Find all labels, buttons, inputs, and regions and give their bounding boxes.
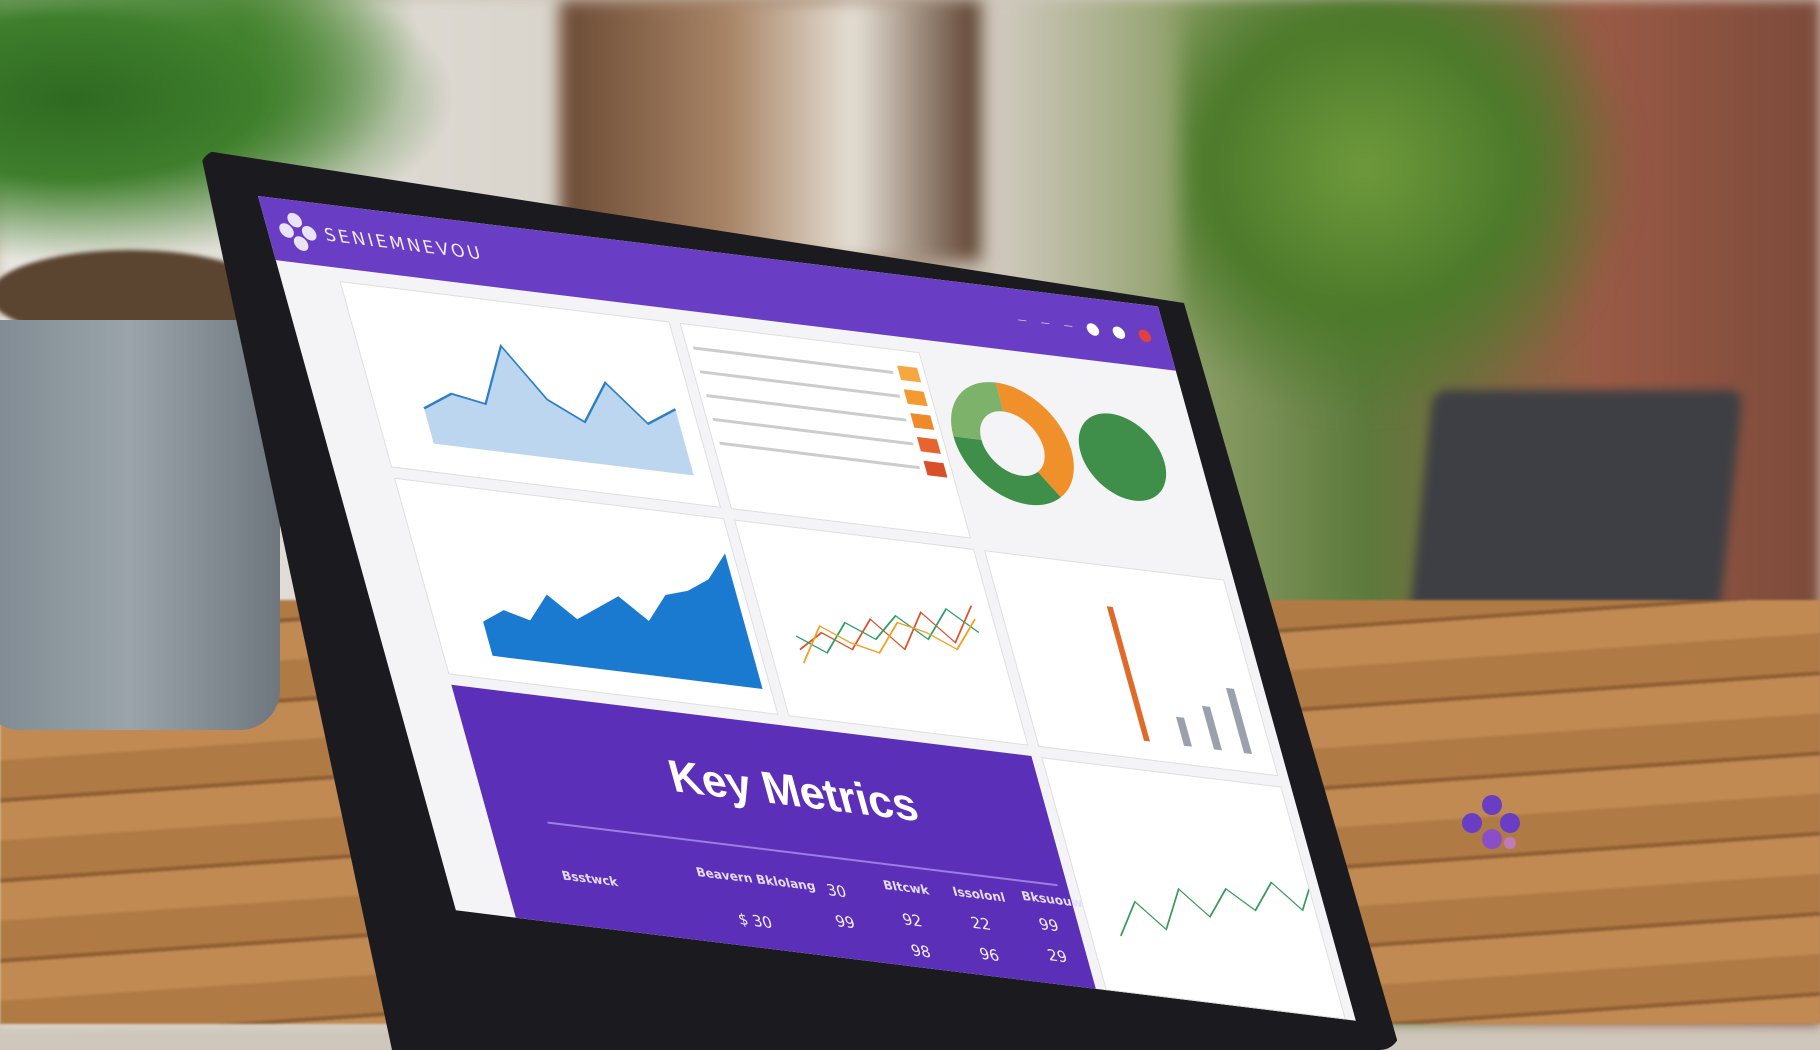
bar	[923, 460, 948, 478]
divider	[547, 821, 1058, 887]
donut-slice	[953, 436, 1061, 506]
bar-chart-panel	[983, 550, 1279, 777]
background-plant	[1180, 0, 1640, 420]
metric-value: $ 30	[735, 909, 775, 933]
metric-value: 96	[977, 944, 1002, 966]
bar	[916, 436, 941, 454]
brand-logo-icon	[276, 209, 320, 254]
series-line	[1120, 869, 1316, 937]
notification-icon[interactable]	[1137, 328, 1153, 343]
line-chart-panel	[339, 281, 722, 508]
metric-value: 99	[832, 911, 858, 933]
area-chart	[483, 553, 763, 689]
metric-header: Issolonl	[950, 884, 1007, 905]
background-window	[560, 0, 980, 260]
metric-value: 98	[908, 940, 933, 962]
small-line-chart-panel	[1041, 757, 1346, 1020]
settings-icon[interactable]	[1111, 325, 1127, 340]
bar	[897, 365, 922, 383]
watermark-logo-icon	[1462, 795, 1522, 855]
bar	[1106, 606, 1151, 742]
nav-item[interactable]: —	[1016, 315, 1029, 327]
metric-header: Beavern Bklolang	[694, 864, 818, 894]
series-line	[802, 618, 976, 664]
series-line	[423, 343, 677, 426]
area-fill	[424, 345, 694, 476]
plant-pot	[0, 320, 280, 730]
small-line-chart	[1120, 869, 1316, 937]
laptop-screen: SENIEMNEVOU — — — Key Metrics Bsstwck Be…	[258, 196, 1356, 1021]
nav-item[interactable]: —	[1062, 320, 1075, 333]
metric-value: 22	[968, 913, 993, 935]
key-metrics-title: Key Metrics	[662, 750, 924, 832]
metric-value: 30	[824, 880, 849, 902]
area-fill	[483, 553, 763, 689]
metric-value: 99	[1036, 914, 1061, 936]
line-chart	[423, 343, 694, 476]
donut-slice	[951, 382, 1005, 441]
metric-value: 29	[1045, 945, 1070, 967]
series-line	[796, 607, 980, 654]
bar-chart	[1106, 606, 1278, 762]
donut-panel	[930, 353, 1222, 569]
multi-line-chart	[796, 605, 980, 664]
ranked-list-panel	[679, 322, 972, 539]
metric-value: 92	[900, 909, 925, 931]
nav-item[interactable]: —	[1039, 317, 1052, 330]
brand-name: SENIEMNEVOU	[322, 224, 487, 266]
area-chart-panel	[393, 477, 779, 715]
bar	[903, 389, 928, 407]
bar	[910, 413, 935, 431]
bar	[1225, 687, 1253, 755]
bar	[1201, 705, 1223, 751]
series-line	[799, 605, 973, 651]
donut-slice	[995, 382, 1074, 498]
gauge-circle	[1078, 413, 1167, 501]
multi-line-chart-panel	[733, 519, 1029, 746]
donut-chart	[951, 382, 1167, 506]
user-icon[interactable]	[1085, 322, 1101, 337]
bar	[1175, 716, 1193, 747]
metric-header: Bsstwck	[560, 868, 620, 890]
metric-header: Bltcwk	[881, 877, 931, 898]
